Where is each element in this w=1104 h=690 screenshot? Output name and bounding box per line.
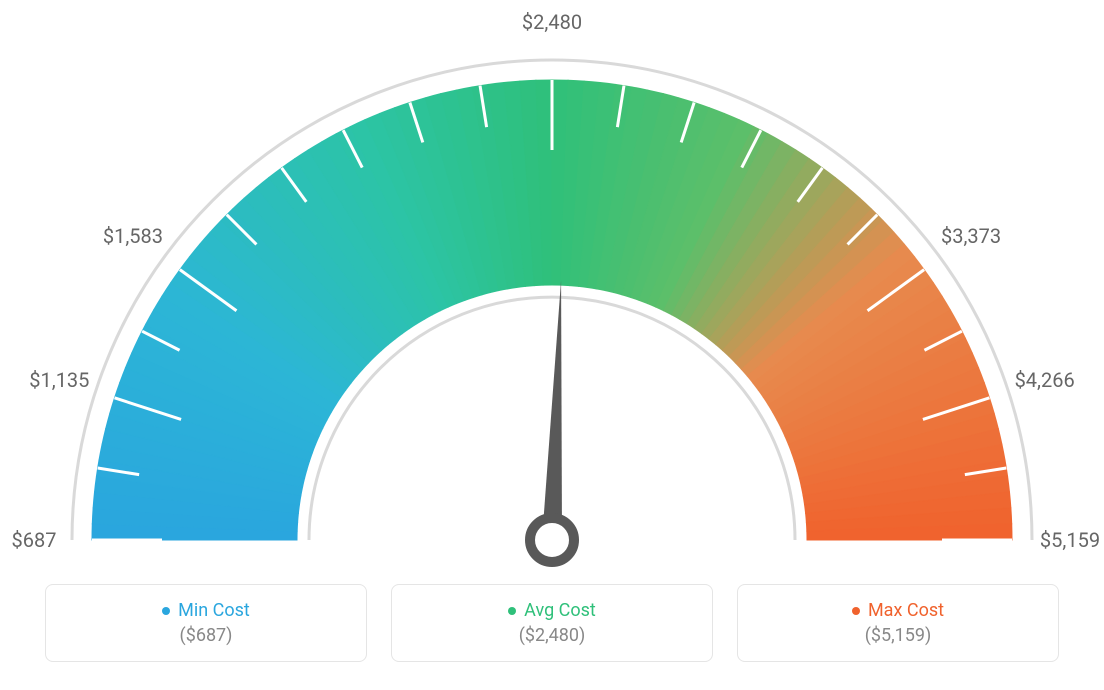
legend-max-cost: Max Cost ($5,159) bbox=[737, 584, 1059, 662]
gauge-tick-label: $1,583 bbox=[103, 224, 163, 248]
legend-label: Min Cost bbox=[162, 600, 250, 621]
legend-row: Min Cost ($687) Avg Cost ($2,480) Max Co… bbox=[0, 584, 1104, 662]
gauge-tick-label: $5,159 bbox=[1040, 528, 1100, 552]
dot-icon bbox=[852, 607, 860, 615]
dot-icon bbox=[508, 607, 516, 615]
legend-label-text: Max Cost bbox=[868, 600, 944, 621]
gauge-svg bbox=[0, 0, 1104, 572]
legend-value: ($5,159) bbox=[865, 625, 932, 646]
gauge-tick-label: $687 bbox=[12, 528, 57, 552]
legend-label-text: Avg Cost bbox=[524, 600, 596, 621]
legend-label: Avg Cost bbox=[508, 600, 596, 621]
cost-gauge-chart: $687 $1,135 $1,583 $2,480 $3,373 $4,266 $5,159… bbox=[0, 0, 1104, 690]
gauge-area: $687 $1,135 $1,583 $2,480 $3,373 $4,266 $5,159 bbox=[0, 0, 1104, 572]
dot-icon bbox=[162, 607, 170, 615]
gauge-tick-label: $1,135 bbox=[29, 368, 89, 392]
gauge-tick-label: $4,266 bbox=[1015, 368, 1075, 392]
legend-label-text: Min Cost bbox=[178, 600, 250, 621]
legend-min-cost: Min Cost ($687) bbox=[45, 584, 367, 662]
gauge-tick-label: $3,373 bbox=[941, 224, 1001, 248]
legend-avg-cost: Avg Cost ($2,480) bbox=[391, 584, 713, 662]
legend-label: Max Cost bbox=[852, 600, 944, 621]
legend-value: ($687) bbox=[180, 625, 233, 646]
gauge-tick-label: $2,480 bbox=[522, 10, 582, 34]
legend-value: ($2,480) bbox=[519, 625, 586, 646]
